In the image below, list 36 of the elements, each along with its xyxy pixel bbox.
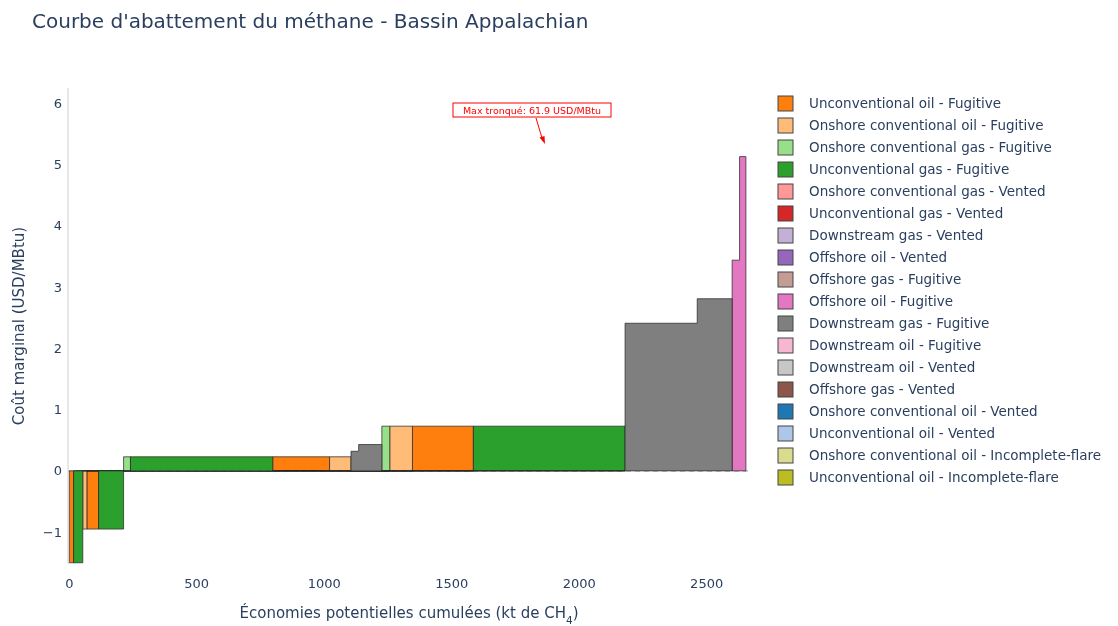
y-axis-title: Coût marginal (USD/MBtu)	[10, 226, 28, 426]
legend-label: Unconventional oil - Incomplete-flare	[809, 469, 1059, 485]
chart-title: Courbe d'abattement du méthane - Bassin Appalachian	[32, 9, 589, 33]
legend-label: Unconventional oil - Vented	[809, 425, 996, 441]
x-axis-title: Économies potentielles cumulées (kt de CH$_{4}$)	[239, 603, 579, 626]
legend-label: Onshore conventional gas - Fugitive	[809, 139, 1052, 155]
legend-label: Downstream gas - Vented	[809, 227, 984, 243]
legend-label: Unconventional gas - Vented	[809, 205, 1004, 221]
legend-label: Onshore conventional oil - Fugitive	[809, 117, 1044, 133]
x-tick-label: 2500	[690, 576, 724, 591]
y-tick-label: 6	[53, 95, 62, 111]
legend-label: Onshore conventional gas - Vented	[809, 183, 1046, 199]
legend-label: Downstream gas - Fugitive	[809, 315, 990, 331]
x-tick-label: 500	[184, 576, 210, 591]
legend-label: Offshore gas - Fugitive	[809, 271, 962, 287]
y-tick-label: 4	[53, 218, 62, 234]
legend-label: Offshore oil - Vented	[809, 249, 948, 265]
y-tick-label: 0	[53, 463, 62, 479]
y-tick-label: −1	[42, 524, 62, 540]
y-tick-label: 5	[53, 157, 62, 173]
y-tick-label: 3	[53, 279, 62, 295]
legend-label: Onshore conventional oil - Incomplete-flare	[809, 447, 1102, 463]
legend-label: Downstream oil - Vented	[809, 359, 976, 375]
y-tick-label: 2	[53, 340, 62, 356]
legend-label: Offshore oil - Fugitive	[809, 293, 954, 309]
legend-label: Unconventional oil - Fugitive	[809, 95, 1002, 111]
x-tick-label: 0	[65, 576, 74, 591]
annotation: Max tronqué: 61.9 USD/MBtu	[462, 104, 602, 116]
legend-label: Offshore gas - Vented	[809, 381, 956, 397]
legend-label: Downstream oil - Fugitive	[809, 337, 982, 353]
legend-label: Unconventional gas - Fugitive	[809, 161, 1010, 177]
legend-label: Onshore conventional oil - Vented	[809, 403, 1038, 419]
y-tick-label: 1	[53, 402, 62, 418]
x-tick-label: 2000	[562, 576, 596, 591]
x-tick-label: 1500	[435, 576, 469, 591]
x-tick-label: 1000	[307, 576, 341, 591]
